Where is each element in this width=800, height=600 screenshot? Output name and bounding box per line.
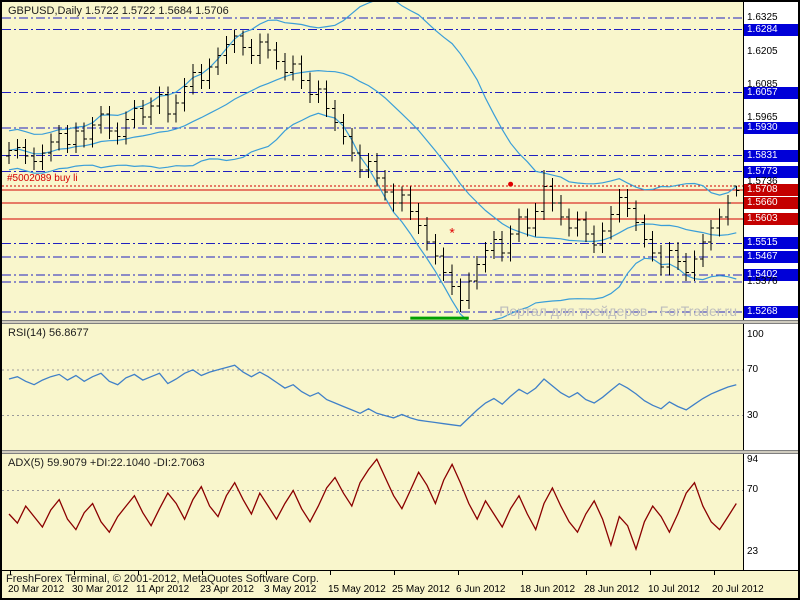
- watermark-text: Портал для трейдеров - ForTrader.ru: [499, 303, 737, 319]
- price-scale-label: 1.5467: [744, 251, 798, 263]
- time-scale-label: 11 Apr 2012: [136, 584, 190, 595]
- time-scale-tick: [202, 571, 203, 575]
- time-scale-label: 10 Jul 2012: [648, 584, 700, 595]
- time-scale[interactable]: 20 Mar 2012 30 Mar 2012 11 Apr 2012 23 Apr …: [2, 571, 798, 598]
- rsi-plot[interactable]: RSI(14) 56.8677: [2, 324, 743, 450]
- price-scale-label: 1.5402: [744, 269, 798, 281]
- price-scale-label: 1.5515: [744, 237, 798, 249]
- price-scale-label: 1.6284: [744, 24, 798, 36]
- price-scale-label: 1.6057: [744, 87, 798, 99]
- rsi-scale[interactable]: 100 70 30: [743, 324, 798, 450]
- time-scale-tick: [650, 571, 651, 575]
- adx-scale[interactable]: 94 70 23: [743, 454, 798, 570]
- time-scale-tick: [458, 571, 459, 575]
- time-scale-tick: [74, 571, 75, 575]
- indicator-scale-label: 94: [747, 454, 759, 465]
- main-chart-panel: * GBPUSD,Daily 1.5722 1.5722 1.5684 1.57…: [2, 2, 798, 320]
- time-scale-tick: [714, 571, 715, 575]
- time-scale-label: 25 May 2012: [392, 584, 450, 595]
- time-scale-tick: [266, 571, 267, 575]
- indicator-scale-label: 23: [747, 546, 759, 557]
- time-scale-tick: [394, 571, 395, 575]
- order-line-label: #5002089 buy li: [7, 173, 78, 184]
- panel-separator[interactable]: [2, 320, 798, 324]
- indicator-scale-label: 30: [747, 410, 759, 421]
- time-scale-tick: [522, 571, 523, 575]
- svg-text:*: *: [449, 224, 455, 240]
- price-scale-label: 1.5376: [747, 276, 778, 287]
- price-scale-label: 1.6325: [747, 12, 778, 23]
- price-scale-label: 1.5773: [744, 166, 798, 178]
- price-scale-label: 1.5965: [747, 112, 778, 123]
- panel-separator[interactable]: [2, 450, 798, 454]
- time-scale-label: 20 Jul 2012: [712, 584, 764, 595]
- adx-value-label: ADX(5) 59.9079 +DI:22.1040 -DI:2.7063: [8, 457, 205, 469]
- price-scale-label: 1.5708: [744, 184, 798, 196]
- price-scale-label: 1.5603: [744, 213, 798, 225]
- price-scale-label: 1.5831: [744, 150, 798, 162]
- price-scale-label: 1.5268: [744, 306, 798, 318]
- time-scale-tick: [10, 571, 11, 575]
- time-scale-label: 6 Jun 2012: [456, 584, 506, 595]
- time-scale-tick: [138, 571, 139, 575]
- copyright-text: FreshForex Terminal, © 2001-2012, MetaQu…: [6, 573, 319, 585]
- price-scale-label: 1.5736: [747, 176, 778, 187]
- time-scale-label: 3 May 2012: [264, 584, 317, 595]
- time-scale-label: 30 Mar 2012: [72, 584, 129, 595]
- rsi-indicator-panel: RSI(14) 56.8677 100 70 30: [2, 324, 798, 450]
- indicator-scale-label: 70: [747, 364, 759, 375]
- time-scale-tick: [586, 571, 587, 575]
- main-chart-plot[interactable]: * GBPUSD,Daily 1.5722 1.5722 1.5684 1.57…: [2, 2, 743, 320]
- time-scale-label: 20 Mar 2012: [8, 584, 65, 595]
- price-scale-label: 1.6205: [747, 46, 778, 57]
- time-scale-label: 23 Apr 2012: [200, 584, 254, 595]
- price-chart-canvas[interactable]: *: [2, 2, 743, 320]
- adx-indicator-panel: ADX(5) 59.9079 +DI:22.1040 -DI:2.7063 94…: [2, 454, 798, 570]
- indicator-scale-label: 100: [747, 329, 764, 340]
- time-scale-tick: [330, 571, 331, 575]
- adx-plot[interactable]: ADX(5) 59.9079 +DI:22.1040 -DI:2.7063: [2, 454, 743, 570]
- price-scale[interactable]: 1.6325 1.6284 1.6205 1.6085 1.6057 1.5965 1.59…: [743, 2, 798, 320]
- time-scale-label: 18 Jun 2012: [520, 584, 576, 595]
- time-scale-label: 15 May 2012: [328, 584, 386, 595]
- indicator-scale-label: 70: [747, 484, 759, 495]
- time-scale-label: 28 Jun 2012: [584, 584, 640, 595]
- rsi-value-label: RSI(14) 56.8677: [8, 327, 89, 339]
- price-scale-label: 1.6085: [747, 79, 778, 90]
- price-scale-label: 1.5930: [744, 122, 798, 134]
- price-scale-label: 1.5660: [744, 197, 798, 209]
- adx-canvas[interactable]: [2, 454, 743, 570]
- rsi-canvas[interactable]: [2, 324, 743, 450]
- chart-ohlc-readout: GBPUSD,Daily 1.5722 1.5722 1.5684 1.5706: [8, 5, 229, 17]
- bottom-axis-strip: FreshForex Terminal, © 2001-2012, MetaQu…: [2, 570, 798, 598]
